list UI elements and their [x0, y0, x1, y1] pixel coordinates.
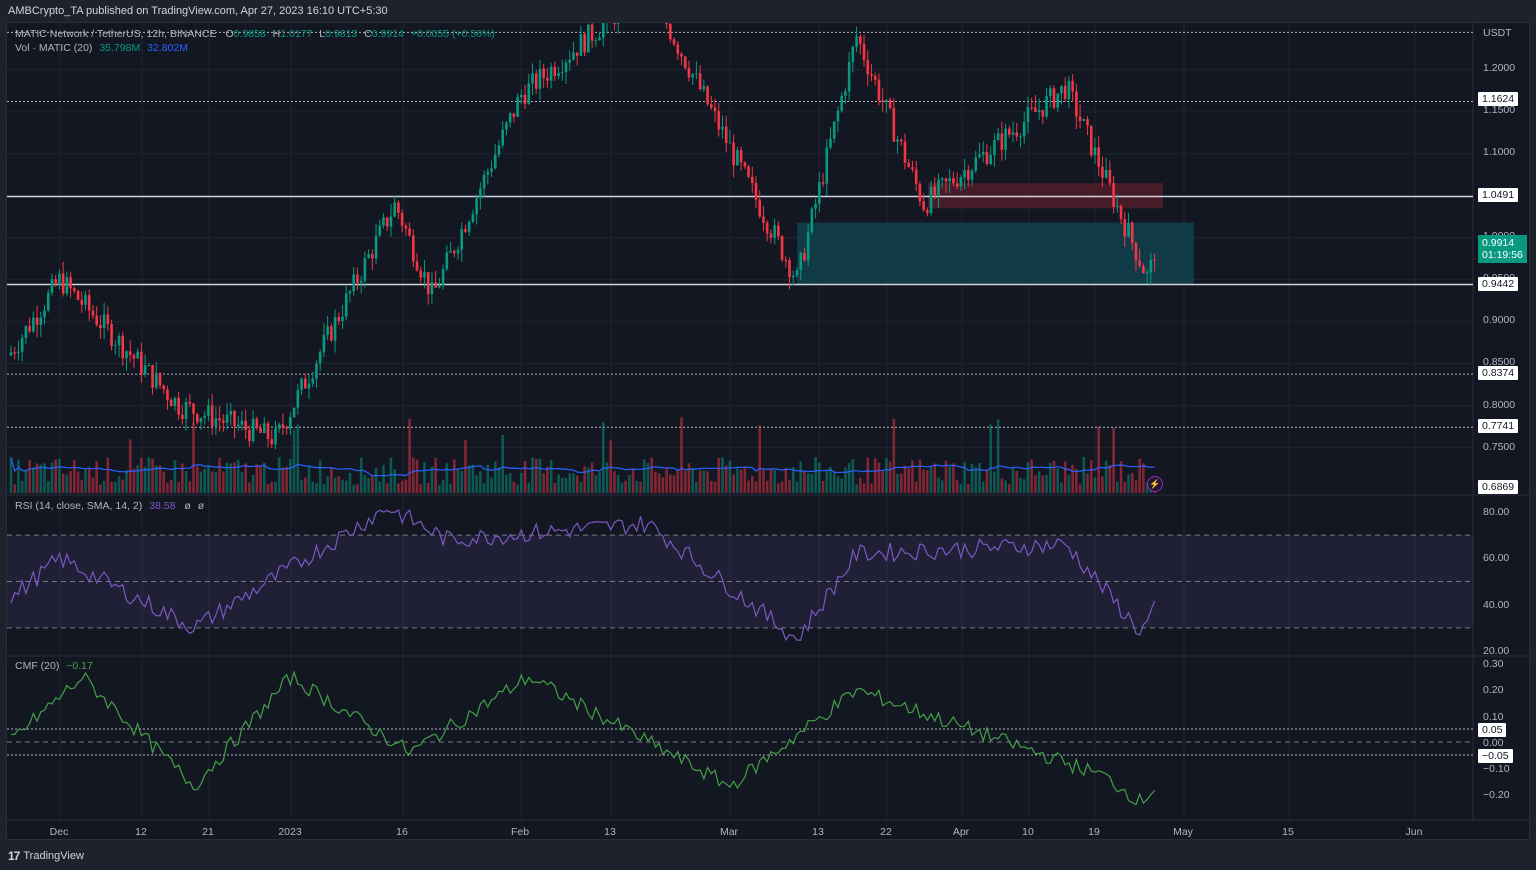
time-label: 13 — [604, 826, 616, 838]
level-tag-0.8374[interactable]: 0.8374 — [1478, 366, 1519, 380]
price-tick: 1.1000 — [1483, 146, 1516, 158]
publish-header: AMBCrypto_TA published on TradingView.co… — [0, 0, 1536, 22]
level-tag-0.6869[interactable]: 0.6869 — [1478, 480, 1519, 494]
low-value: 0.9813 — [325, 28, 358, 40]
price-tick: 0.7500 — [1483, 441, 1516, 453]
cmf-tick: 0.20 — [1483, 684, 1504, 696]
price-tick: 0.9000 — [1483, 314, 1516, 326]
symbol-legend: MATIC Network / TetherUS, 12h, BINANCE O… — [15, 28, 495, 40]
rsi-tick: 20.00 — [1483, 645, 1510, 657]
rsi-tick: 60.00 — [1483, 552, 1510, 564]
symbol-name: MATIC Network / TetherUS, 12h, BINANCE — [15, 28, 217, 40]
price-tick: 1.1500 — [1483, 104, 1516, 116]
close-value: 0.9914 — [371, 28, 404, 40]
time-label: Apr — [952, 826, 970, 838]
cmf-tag-neg-0.05[interactable]: −0.05 — [1478, 749, 1513, 763]
cmf-tick: −0.10 — [1483, 763, 1510, 775]
last-price: 0.9914 — [1482, 237, 1515, 249]
lightning-icon[interactable]: ⚡ — [1147, 476, 1163, 492]
cmf-name: CMF (20) — [15, 660, 60, 672]
level-tag-1.0491[interactable]: 1.0491 — [1478, 188, 1519, 202]
cmf-legend: CMF (20) −0.17 — [15, 660, 93, 672]
rsi-tick: 80.00 — [1483, 506, 1510, 518]
time-label: 13 — [812, 826, 824, 838]
brand-name: TradingView — [23, 850, 84, 862]
time-label: May — [1173, 826, 1193, 838]
tradingview-logo-icon: 17 — [8, 849, 20, 863]
volume-ma-value: 32.802M — [147, 42, 188, 54]
rsi-name: RSI (14, close, SMA, 14, 2) — [15, 500, 143, 512]
cmf-tag-0.05[interactable]: 0.05 — [1478, 723, 1507, 737]
level-tag-0.9442[interactable]: 0.9442 — [1478, 277, 1519, 291]
bar-countdown: 01:19:56 — [1482, 249, 1523, 261]
time-label: Jun — [1405, 826, 1423, 838]
rsi-tick: 40.00 — [1483, 599, 1510, 611]
time-label: 10 — [1022, 826, 1034, 838]
time-label: 21 — [202, 826, 214, 838]
change-value: +0.0055 (+0.56%) — [410, 28, 495, 40]
chart-canvas[interactable] — [7, 23, 1531, 841]
level-tag-0.7741[interactable]: 0.7741 — [1478, 419, 1519, 433]
rsi-legend: RSI (14, close, SMA, 14, 2) 38.58 ø ø — [15, 500, 205, 512]
time-label: 19 — [1088, 826, 1100, 838]
last-price-tag: 0.9914 01:19:56 — [1478, 235, 1527, 263]
time-label: Dec — [49, 826, 69, 838]
time-label: 15 — [1282, 826, 1294, 838]
high-value: 1.0177 — [280, 28, 313, 40]
cmf-tick: 0.10 — [1483, 711, 1504, 723]
price-tick: 0.8000 — [1483, 399, 1516, 411]
price-tick: 1.2000 — [1483, 62, 1516, 74]
price-tick: 0.8500 — [1483, 356, 1516, 368]
footer: 17 TradingView — [8, 849, 84, 863]
time-label: Feb — [510, 826, 530, 838]
cmf-tick: 0.30 — [1483, 658, 1504, 670]
time-label: 22 — [880, 826, 892, 838]
open-value: 0.9858 — [233, 28, 266, 40]
cmf-value: −0.17 — [66, 660, 93, 672]
rsi-value: 38.58 — [149, 500, 176, 512]
time-label: 2023 — [278, 826, 302, 838]
time-label: 12 — [135, 826, 147, 838]
volume-name: Vol · MATIC (20) — [15, 42, 93, 54]
chart-container[interactable]: MATIC Network / TetherUS, 12h, BINANCE O… — [6, 22, 1531, 841]
currency-label: USDT — [1483, 27, 1512, 39]
cmf-tick: 0.00 — [1483, 737, 1504, 749]
level-tag-1.1624[interactable]: 1.1624 — [1478, 92, 1519, 106]
volume-legend: Vol · MATIC (20) 35.798M 32.802M — [15, 42, 188, 54]
time-label: Mar — [719, 826, 739, 838]
cmf-tick: −0.20 — [1483, 789, 1510, 801]
publish-info: AMBCrypto_TA published on TradingView.co… — [8, 5, 388, 17]
time-label: 16 — [396, 826, 408, 838]
volume-value: 35.798M — [99, 42, 141, 54]
